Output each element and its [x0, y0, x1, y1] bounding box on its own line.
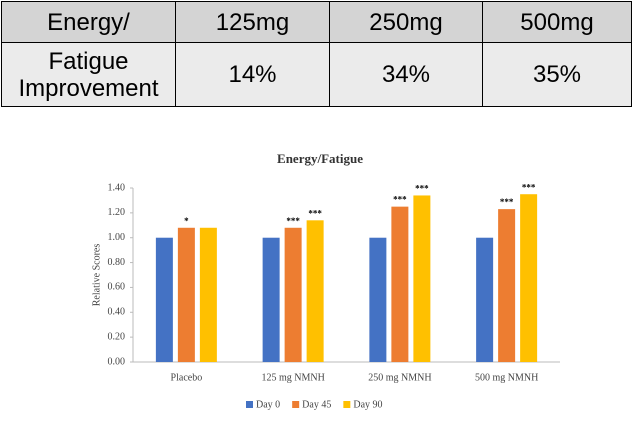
- legend-label: Day 0: [256, 399, 280, 410]
- significance-label: *: [184, 216, 189, 226]
- bar: [155, 237, 173, 362]
- table-cell: 125mg: [175, 1, 330, 43]
- bar: [413, 195, 431, 362]
- y-tick-label: 0.20: [108, 331, 126, 342]
- y-tick-label: 1.40: [108, 182, 126, 193]
- table-cell: 500mg: [482, 1, 632, 43]
- significance-label: ***: [393, 195, 407, 205]
- table-cell: Energy/: [1, 1, 176, 43]
- x-tick-label: 250 mg NMNH: [368, 372, 431, 383]
- legend-label: Day 45: [302, 399, 331, 410]
- bar: [306, 220, 324, 362]
- chart: Energy/Fatigue Relative Scores 0.00 0.20 0…: [91, 151, 560, 410]
- significance-label: ***: [308, 208, 322, 218]
- bar: [391, 206, 409, 362]
- y-tick-label: 1.00: [108, 232, 126, 243]
- table-cell: 35%: [482, 42, 632, 107]
- y-tick-label: 0.60: [108, 282, 126, 293]
- bar: [199, 227, 217, 362]
- bar: [262, 237, 280, 362]
- table-row: Fatigue Improvement 14% 34% 35%: [1, 42, 632, 107]
- x-tick-label: Placebo: [171, 372, 203, 383]
- table-cell: Fatigue Improvement: [1, 42, 176, 107]
- x-tick-label: 500 mg NMNH: [475, 372, 538, 383]
- bar: [520, 194, 538, 362]
- y-tick-label: 0.00: [108, 356, 126, 367]
- legend-swatch: [246, 401, 253, 408]
- legend-swatch: [343, 401, 351, 408]
- summary-table: Energy/ 125mg 250mg 500mg Fatigue Improv…: [1, 1, 632, 107]
- bar: [369, 237, 387, 362]
- table-cell: 14%: [175, 42, 330, 107]
- chart-title: Energy/Fatigue: [277, 151, 363, 166]
- y-tick-label: 0.40: [108, 307, 126, 318]
- bar: [476, 237, 494, 362]
- table-row: Energy/ 125mg 250mg 500mg: [1, 1, 632, 43]
- significance-label: ***: [286, 216, 300, 226]
- legend-label: Day 90: [353, 399, 382, 410]
- bar: [498, 209, 516, 362]
- legend-swatch: [292, 401, 300, 408]
- x-tick-label: 125 mg NMNH: [261, 372, 324, 383]
- significance-label: ***: [522, 182, 536, 192]
- bar: [284, 227, 302, 362]
- significance-label: ***: [500, 197, 514, 207]
- y-tick-label: 0.80: [108, 257, 126, 268]
- table-cell: 34%: [329, 42, 483, 107]
- significance-label: ***: [415, 184, 429, 194]
- y-tick-label: 1.20: [108, 207, 126, 218]
- y-axis-label: Relative Scores: [91, 244, 102, 307]
- bar: [177, 227, 195, 362]
- table-cell: 250mg: [329, 1, 483, 43]
